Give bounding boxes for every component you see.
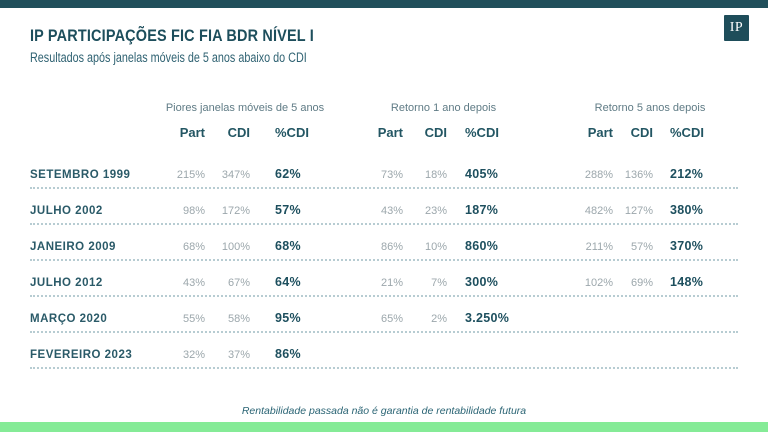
cell-part-g1: 55% bbox=[182, 313, 205, 325]
cell-pcdi-g1: 62% bbox=[275, 167, 301, 181]
cell-pcdi-g1: 86% bbox=[275, 347, 301, 361]
cell-cdi-g3: 127% bbox=[624, 205, 653, 217]
cell-pcdi-g2: 187% bbox=[465, 203, 499, 217]
cell-cdi-g3: 57% bbox=[630, 241, 653, 253]
cell-cdi-g1: 172% bbox=[221, 205, 250, 217]
row-label: JANEIRO 2009 bbox=[30, 241, 116, 253]
cell-part-g1: 32% bbox=[182, 349, 205, 361]
cell-part-g3: 482% bbox=[584, 205, 613, 217]
col-header-cdi-g1: CDI bbox=[227, 125, 250, 140]
column-header-row: Part CDI %CDI Part CDI %CDI Part CDI %CD… bbox=[30, 123, 738, 140]
cell-cdi-g1: 37% bbox=[227, 349, 250, 361]
cell-pcdi-g2: 860% bbox=[465, 239, 499, 253]
cell-cdi-g3: 136% bbox=[624, 169, 653, 181]
results-table: Piores janelas móveis de 5 anos Retorno … bbox=[30, 100, 738, 369]
cell-pcdi-g3: 148% bbox=[670, 275, 704, 289]
row-label: FEVEREIRO 2023 bbox=[30, 349, 133, 361]
cell-pcdi-g1: 95% bbox=[275, 311, 301, 325]
table-row-julho-2012: JULHO 2012 43% 67% 64% 21% 7% 300% 102% … bbox=[30, 261, 738, 297]
cell-pcdi-g3: 370% bbox=[670, 239, 704, 253]
table-body: SETEMBRO 1999 215% 347% 62% 73% 18% 405%… bbox=[30, 153, 738, 369]
col-header-part-g1: Part bbox=[179, 125, 205, 140]
table-row-janeiro-2009: JANEIRO 2009 68% 100% 68% 86% 10% 860% 2… bbox=[30, 225, 738, 261]
table-row-marco-2020: MARÇO 2020 55% 58% 95% 65% 2% 3.250% bbox=[30, 297, 738, 333]
table-row-fevereiro-2023: FEVEREIRO 2023 32% 37% 86% bbox=[30, 333, 738, 369]
group-header-retorno-1-ano: Retorno 1 ano depois bbox=[390, 102, 497, 114]
table-row-setembro-1999: SETEMBRO 1999 215% 347% 62% 73% 18% 405%… bbox=[30, 153, 738, 189]
cell-pcdi-g2: 405% bbox=[465, 167, 499, 181]
cell-cdi-g1: 100% bbox=[221, 241, 250, 253]
group-header-retorno-5-anos: Retorno 5 anos depois bbox=[594, 102, 706, 114]
cell-cdi-g2: 2% bbox=[431, 313, 447, 325]
cell-part-g3: 288% bbox=[584, 169, 613, 181]
cell-part-g2: 73% bbox=[380, 169, 403, 181]
row-label: MARÇO 2020 bbox=[30, 313, 108, 325]
cell-cdi-g3: 69% bbox=[630, 277, 653, 289]
header: IP PARTICIPAÇÕES FIC FIA BDR NÍVEL I Res… bbox=[30, 26, 376, 65]
cell-pcdi-g2: 3.250% bbox=[465, 311, 510, 325]
disclaimer-text: Rentabilidade passada não é garantia de … bbox=[241, 405, 527, 417]
cell-part-g2: 86% bbox=[380, 241, 403, 253]
cell-pcdi-g1: 68% bbox=[275, 239, 301, 253]
table-row-julho-2002: JULHO 2002 98% 172% 57% 43% 23% 187% 482… bbox=[30, 189, 738, 225]
bottom-accent-bar bbox=[0, 422, 768, 432]
cell-part-g1: 68% bbox=[182, 241, 205, 253]
cell-cdi-g2: 23% bbox=[424, 205, 447, 217]
col-header-pcdi-g1: %CDI bbox=[275, 125, 309, 140]
cell-cdi-g1: 67% bbox=[227, 277, 250, 289]
cell-part-g1: 215% bbox=[176, 169, 205, 181]
cell-part-g2: 43% bbox=[380, 205, 403, 217]
col-header-part-g2: Part bbox=[377, 125, 403, 140]
cell-pcdi-g3: 212% bbox=[670, 167, 704, 181]
cell-cdi-g1: 58% bbox=[227, 313, 250, 325]
row-label: JULHO 2012 bbox=[30, 277, 103, 289]
ip-logo-text: IP bbox=[729, 20, 744, 35]
col-header-pcdi-g2: %CDI bbox=[465, 125, 499, 140]
col-header-cdi-g3: CDI bbox=[630, 125, 653, 140]
col-header-pcdi-g3: %CDI bbox=[670, 125, 704, 140]
row-label: JULHO 2002 bbox=[30, 205, 103, 217]
col-header-part-g3: Part bbox=[587, 125, 613, 140]
page-title: IP PARTICIPAÇÕES FIC FIA BDR NÍVEL I bbox=[30, 26, 314, 45]
cell-cdi-g2: 7% bbox=[431, 277, 447, 289]
cell-cdi-g2: 10% bbox=[424, 241, 447, 253]
cell-part-g2: 21% bbox=[380, 277, 403, 289]
page-subtitle: Resultados após janelas móveis de 5 anos… bbox=[30, 50, 307, 65]
cell-part-g3: 102% bbox=[584, 277, 613, 289]
cell-part-g1: 43% bbox=[182, 277, 205, 289]
cell-cdi-g2: 18% bbox=[424, 169, 447, 181]
group-header-piores-janelas: Piores janelas móveis de 5 anos bbox=[165, 102, 325, 114]
row-label: SETEMBRO 1999 bbox=[30, 169, 131, 181]
col-header-cdi-g2: CDI bbox=[424, 125, 447, 140]
cell-cdi-g1: 347% bbox=[221, 169, 250, 181]
cell-pcdi-g2: 300% bbox=[465, 275, 499, 289]
group-header-row: Piores janelas móveis de 5 anos Retorno … bbox=[30, 100, 738, 114]
top-accent-bar bbox=[0, 0, 768, 8]
cell-part-g1: 98% bbox=[182, 205, 205, 217]
cell-part-g2: 65% bbox=[380, 313, 403, 325]
cell-part-g3: 211% bbox=[585, 241, 613, 253]
cell-pcdi-g1: 64% bbox=[275, 275, 301, 289]
ip-logo: IP bbox=[724, 15, 749, 41]
cell-pcdi-g1: 57% bbox=[275, 203, 301, 217]
cell-pcdi-g3: 380% bbox=[670, 203, 704, 217]
